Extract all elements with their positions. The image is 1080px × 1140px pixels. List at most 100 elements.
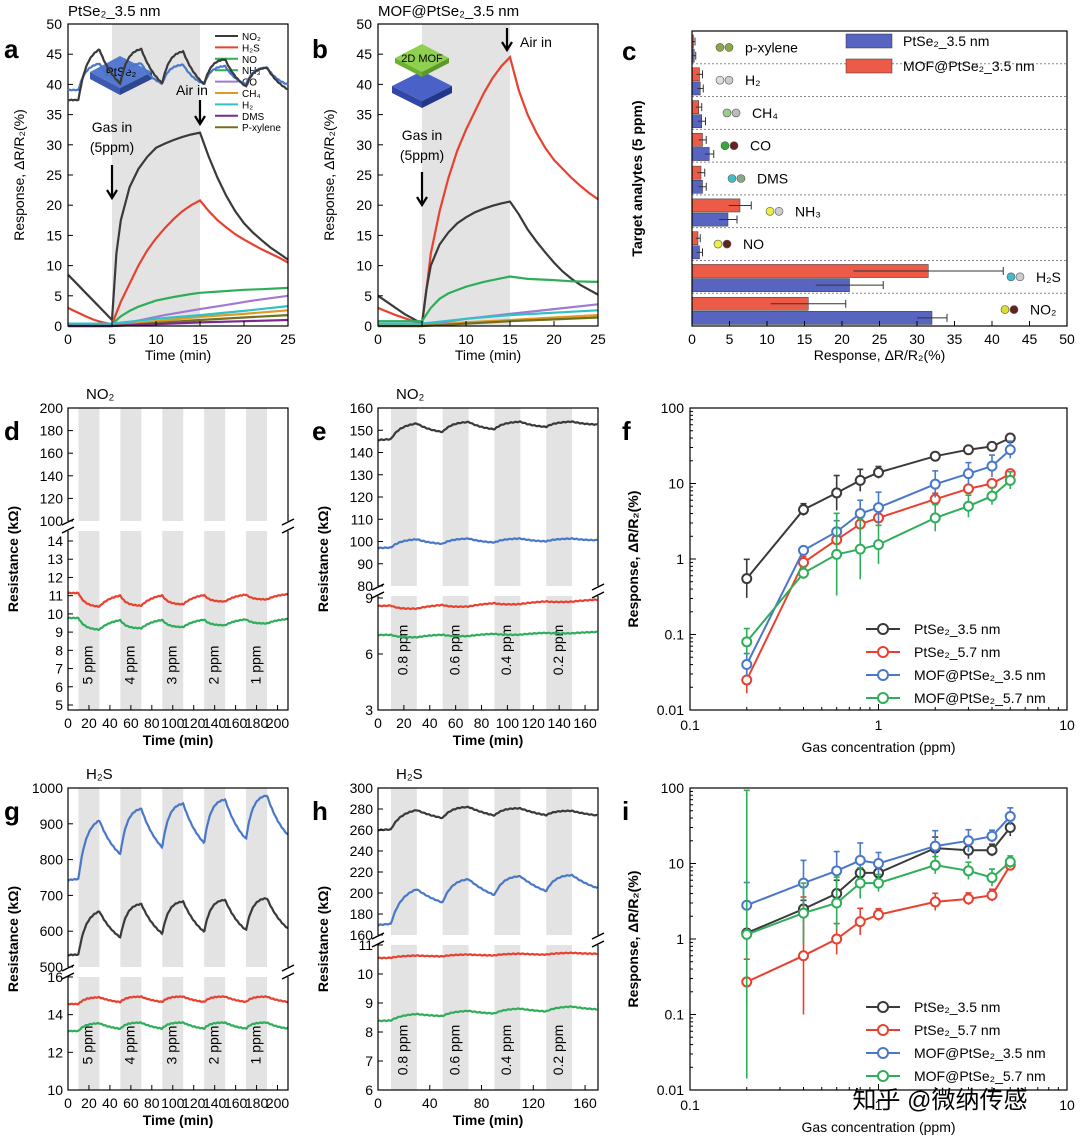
x-tick-label: 45 — [1022, 331, 1038, 347]
series-line — [377, 537, 598, 550]
molecule-icon — [774, 206, 784, 216]
pulse-label: 4 ppm — [122, 1026, 138, 1065]
gas-in-label: Gas in — [402, 127, 442, 143]
axis-break-mark — [591, 940, 605, 948]
axis-break-mark — [281, 526, 295, 534]
y-axis-label: Resistance (kΩ) — [5, 506, 21, 612]
data-point — [741, 928, 753, 940]
y-tick-label: 50 — [356, 16, 372, 32]
gas-pulse-shade — [246, 408, 268, 710]
y-tick-label: 100 — [40, 513, 64, 529]
ptse2-layer-side — [90, 72, 120, 95]
panel-title: H₂S — [396, 766, 423, 783]
panel-letter-g: g — [4, 796, 20, 826]
watermark-text: 知乎 @微纳传感 — [852, 1087, 1027, 1114]
legend-label: CH₄ — [242, 89, 261, 100]
x-tick-label: 40 — [984, 331, 1000, 347]
y-tick-label: 500 — [40, 959, 64, 975]
molecule-icon — [724, 43, 734, 52]
x-tick-label: 160 — [224, 715, 248, 731]
legend-label: MOF@PtSe₂_5.7 nm — [914, 1068, 1046, 1084]
panel-letter-a: a — [4, 34, 19, 64]
x-tick-label: 100 — [161, 1095, 185, 1111]
pulse-label: 0.2 ppm — [550, 1025, 566, 1076]
data-point — [831, 865, 843, 877]
data-point — [1004, 856, 1016, 868]
gas-in-arrowhead — [106, 189, 118, 201]
molecule-icon — [1009, 305, 1019, 314]
data-point — [873, 909, 884, 921]
data-point — [873, 466, 884, 478]
molecule-icon — [1000, 305, 1010, 314]
y-axis-label: Resistance (kΩ) — [5, 886, 21, 992]
x-tick-label: 140 — [547, 715, 571, 731]
series-line — [67, 995, 289, 1006]
x-tick-label: 0 — [688, 331, 696, 347]
axis-break-mark — [371, 940, 385, 948]
y-tick-label: 11 — [48, 588, 63, 604]
data-point — [962, 468, 974, 480]
y-tick-label: 160 — [350, 400, 374, 416]
y-tick-label: 13 — [47, 551, 63, 567]
y-axis-label: Response, ΔR/R₂(%) — [625, 871, 641, 1008]
data-point — [986, 844, 998, 856]
data-point — [797, 556, 809, 568]
y-axis-label: Target analytes (5 ppm) — [629, 100, 645, 256]
x-tick-label: 10 — [1059, 717, 1075, 733]
data-point — [986, 889, 998, 901]
category-label: H₂S — [1036, 269, 1061, 285]
y-tick-label: 180 — [40, 423, 64, 439]
axis-break-gap — [60, 521, 296, 531]
x-tick-label: 100 — [496, 715, 520, 731]
axes-frame — [67, 787, 289, 1091]
data-point — [854, 916, 866, 928]
molecule-icon — [722, 239, 732, 249]
y-tick-label: 100 — [661, 400, 685, 416]
legend-label: PtSe₂_3.5 nm — [914, 621, 1000, 637]
x-tick-label: 0 — [64, 1095, 72, 1111]
data-point — [929, 512, 941, 524]
panel-letter-h: h — [312, 796, 328, 826]
pulse-label: 3 ppm — [163, 646, 179, 685]
data-point — [962, 500, 974, 512]
x-axis-label: Time (min) — [453, 1112, 524, 1128]
legend-label: PtSe₂_5.7 nm — [914, 1022, 1000, 1038]
y-tick-label: 10 — [668, 856, 684, 872]
data-point — [962, 893, 974, 905]
gas-pulse-shade — [204, 788, 226, 1090]
x-tick-label: 20 — [546, 331, 562, 347]
legend-label: MOF@PtSe₂_3.5 nm — [914, 1045, 1046, 1061]
y-tick-label: 35 — [356, 107, 372, 123]
mof-layer-side — [395, 58, 422, 77]
series-line — [377, 873, 598, 927]
x-axis-label: Gas concentration (ppm) — [801, 1119, 955, 1135]
x-tick-label: 180 — [245, 1095, 269, 1111]
gas-pulse-shade — [78, 788, 100, 1090]
data-point — [873, 877, 884, 889]
panel-c: p-xylene H₂ CH₄ CO DMS NH₃ NO H₂S NO₂ 0 5 10 15 20 25 3… — [629, 30, 1075, 363]
x-axis-label: Time (min) — [143, 1112, 214, 1128]
y-tick-label: 45 — [46, 46, 62, 62]
y-tick-label: 14 — [47, 1007, 63, 1023]
series-line — [67, 1021, 289, 1033]
series-line — [67, 794, 289, 882]
axis-break-mark — [281, 518, 295, 526]
data-point — [929, 859, 941, 871]
legend-label: H₂S — [242, 43, 260, 54]
y-tick-label: 10 — [47, 606, 63, 622]
data-point — [873, 858, 884, 869]
legend-marker — [877, 1024, 889, 1036]
y-tick-label: 0 — [364, 318, 372, 334]
pulse-label: 0.6 ppm — [446, 1025, 462, 1076]
y-tick-label: 0.01 — [657, 1082, 684, 1098]
y-tick-label: 0.01 — [657, 702, 684, 718]
legend-label: NO — [242, 55, 257, 66]
x-tick-label: 60 — [448, 715, 464, 731]
series-line — [67, 47, 289, 102]
axis-break-gap — [370, 935, 606, 945]
pulse-label: 5 ppm — [80, 646, 96, 685]
x-tick-label: 20 — [396, 715, 412, 731]
pulse-label: 1 ppm — [247, 1026, 263, 1065]
y-tick-label: 5 — [55, 697, 63, 713]
